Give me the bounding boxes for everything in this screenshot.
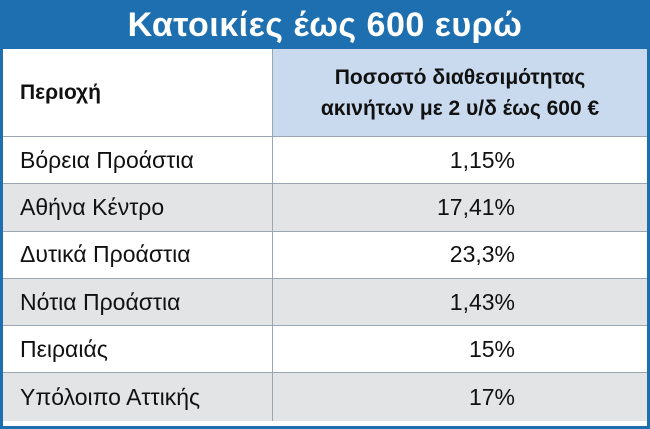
area-cell: Αθήνα Κέντρο [3,184,273,231]
area-cell: Πειραιάς [3,326,273,373]
percentage-cell: 17,41% [436,193,515,220]
area-cell: Βόρεια Προάστια [3,137,273,184]
table-row: Πειραιάς 15% [3,326,647,374]
column-header-availability: Ποσοστό διαθεσιμότητας ακινήτων με 2 υ/δ… [273,49,647,136]
percentage-cell: 15% [468,335,515,362]
percentage-cell: 1,15% [449,146,515,173]
percentage-cell: 23,3% [449,241,515,268]
table-title: Κατοικίες έως 600 ευρώ [3,0,647,49]
column-header-area: Περιοχή [3,49,273,136]
area-cell: Υπόλοιπο Αττικής [3,373,273,421]
table-row: Αθήνα Κέντρο 17,41% [3,184,647,232]
area-cell: Νότια Προάστια [3,278,273,326]
table-row: Νότια Προάστια 1,43% [3,278,647,327]
percentage-cell: 1,43% [449,288,515,315]
table-row: Δυτικά Προάστια 23,3% [3,231,647,279]
table-row: Βόρεια Προάστια 1,15% [3,137,647,185]
table-header-row: Περιοχή Ποσοστό διαθεσιμότητας ακινήτων … [3,49,647,137]
area-cell: Δυτικά Προάστια [3,231,273,278]
table-row: Υπόλοιπο Αττικής 17% [3,373,647,421]
percentage-cell: 17% [468,383,515,410]
